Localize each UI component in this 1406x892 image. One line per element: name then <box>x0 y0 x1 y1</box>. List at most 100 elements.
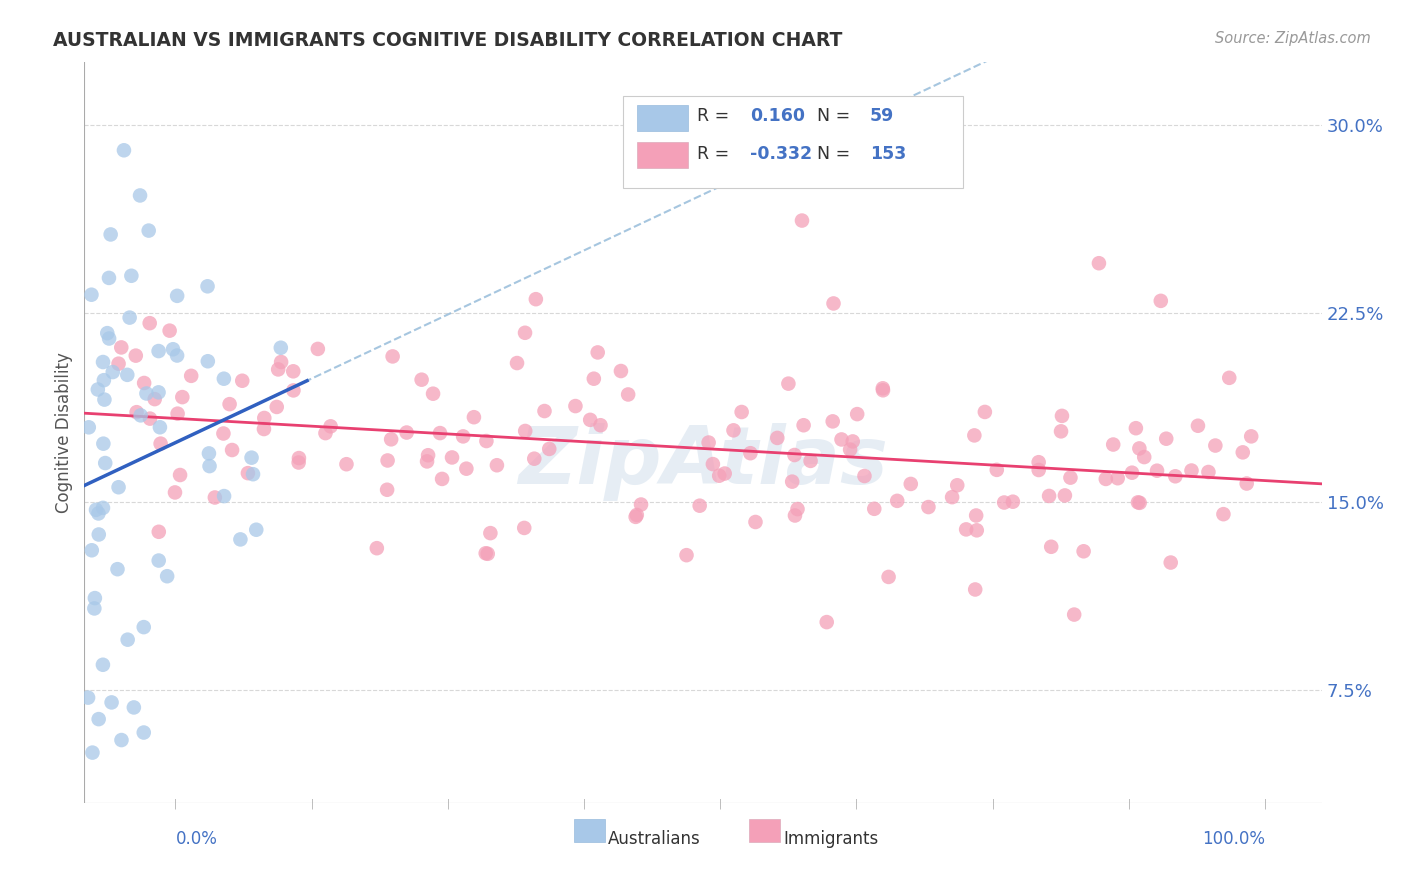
Text: |: | <box>855 798 859 809</box>
Point <box>1088 256 1111 270</box>
Point <box>877 570 900 584</box>
Point <box>1053 488 1076 502</box>
Point <box>138 316 160 330</box>
Point <box>872 381 894 395</box>
Point <box>689 499 711 513</box>
Point <box>766 431 789 445</box>
Point <box>83 591 105 606</box>
Point <box>87 527 110 541</box>
Point <box>83 601 105 615</box>
Point <box>1150 293 1173 308</box>
Point <box>900 477 922 491</box>
Point <box>1073 544 1095 558</box>
Point <box>589 418 612 433</box>
Point <box>1050 409 1073 423</box>
Point <box>197 354 219 368</box>
Point <box>1038 489 1060 503</box>
Point <box>955 522 977 536</box>
Point <box>451 429 474 443</box>
Point <box>1154 432 1177 446</box>
Point <box>963 428 986 442</box>
Point <box>93 436 115 450</box>
Text: |: | <box>174 798 177 809</box>
Point <box>479 526 502 541</box>
Point <box>149 420 172 434</box>
Point <box>380 433 402 447</box>
Point <box>163 485 186 500</box>
Point <box>786 502 808 516</box>
Point <box>1059 470 1081 484</box>
Text: Australians: Australians <box>607 830 700 847</box>
Point <box>524 292 547 306</box>
Point <box>169 468 191 483</box>
Point <box>266 400 288 414</box>
Point <box>91 355 114 369</box>
Point <box>416 448 439 462</box>
Point <box>965 508 987 523</box>
Text: |: | <box>447 798 450 809</box>
Point <box>80 543 103 558</box>
Point <box>886 494 908 508</box>
Point <box>1164 469 1187 483</box>
Point <box>986 463 1008 477</box>
Point <box>1028 463 1050 477</box>
Point <box>270 355 292 369</box>
Point <box>148 385 170 400</box>
Point <box>117 368 139 382</box>
Point <box>77 690 100 705</box>
Point <box>709 468 731 483</box>
Point <box>617 387 640 401</box>
Text: R =: R = <box>697 145 734 162</box>
Point <box>430 472 453 486</box>
Point <box>1129 496 1152 510</box>
Point <box>780 475 803 489</box>
Point <box>1187 418 1209 433</box>
Point <box>1125 421 1147 435</box>
Point <box>100 695 122 709</box>
Point <box>831 433 853 447</box>
FancyBboxPatch shape <box>623 95 963 188</box>
Point <box>1128 442 1150 456</box>
Text: |: | <box>582 798 586 809</box>
Point <box>198 446 221 460</box>
Point <box>172 390 194 404</box>
Point <box>506 356 529 370</box>
Point <box>110 733 132 747</box>
Point <box>134 376 156 390</box>
Point <box>229 533 252 547</box>
Point <box>87 383 110 397</box>
Point <box>287 456 309 470</box>
Point <box>138 224 160 238</box>
Point <box>411 373 433 387</box>
Point <box>702 457 724 471</box>
Point <box>1028 455 1050 469</box>
Point <box>221 443 243 458</box>
Point <box>218 397 240 411</box>
Point <box>1094 472 1116 486</box>
Point <box>149 436 172 450</box>
Point <box>122 700 145 714</box>
Point <box>107 480 129 494</box>
Point <box>1197 465 1219 479</box>
Point <box>94 456 117 470</box>
Point <box>429 426 451 441</box>
Point <box>793 418 815 433</box>
Point <box>156 569 179 583</box>
Point <box>101 365 124 379</box>
Point <box>87 507 110 521</box>
Point <box>463 410 485 425</box>
Point <box>80 287 103 301</box>
Point <box>697 435 720 450</box>
Text: 0.160: 0.160 <box>749 108 806 126</box>
Point <box>1063 607 1085 622</box>
Point <box>790 213 813 227</box>
Text: 59: 59 <box>870 108 894 126</box>
Point <box>87 712 110 726</box>
Text: N =: N = <box>817 108 856 126</box>
Point <box>582 372 605 386</box>
Point <box>630 498 652 512</box>
Point <box>204 491 226 505</box>
Point <box>416 454 439 468</box>
Point <box>744 515 766 529</box>
Point <box>132 620 155 634</box>
